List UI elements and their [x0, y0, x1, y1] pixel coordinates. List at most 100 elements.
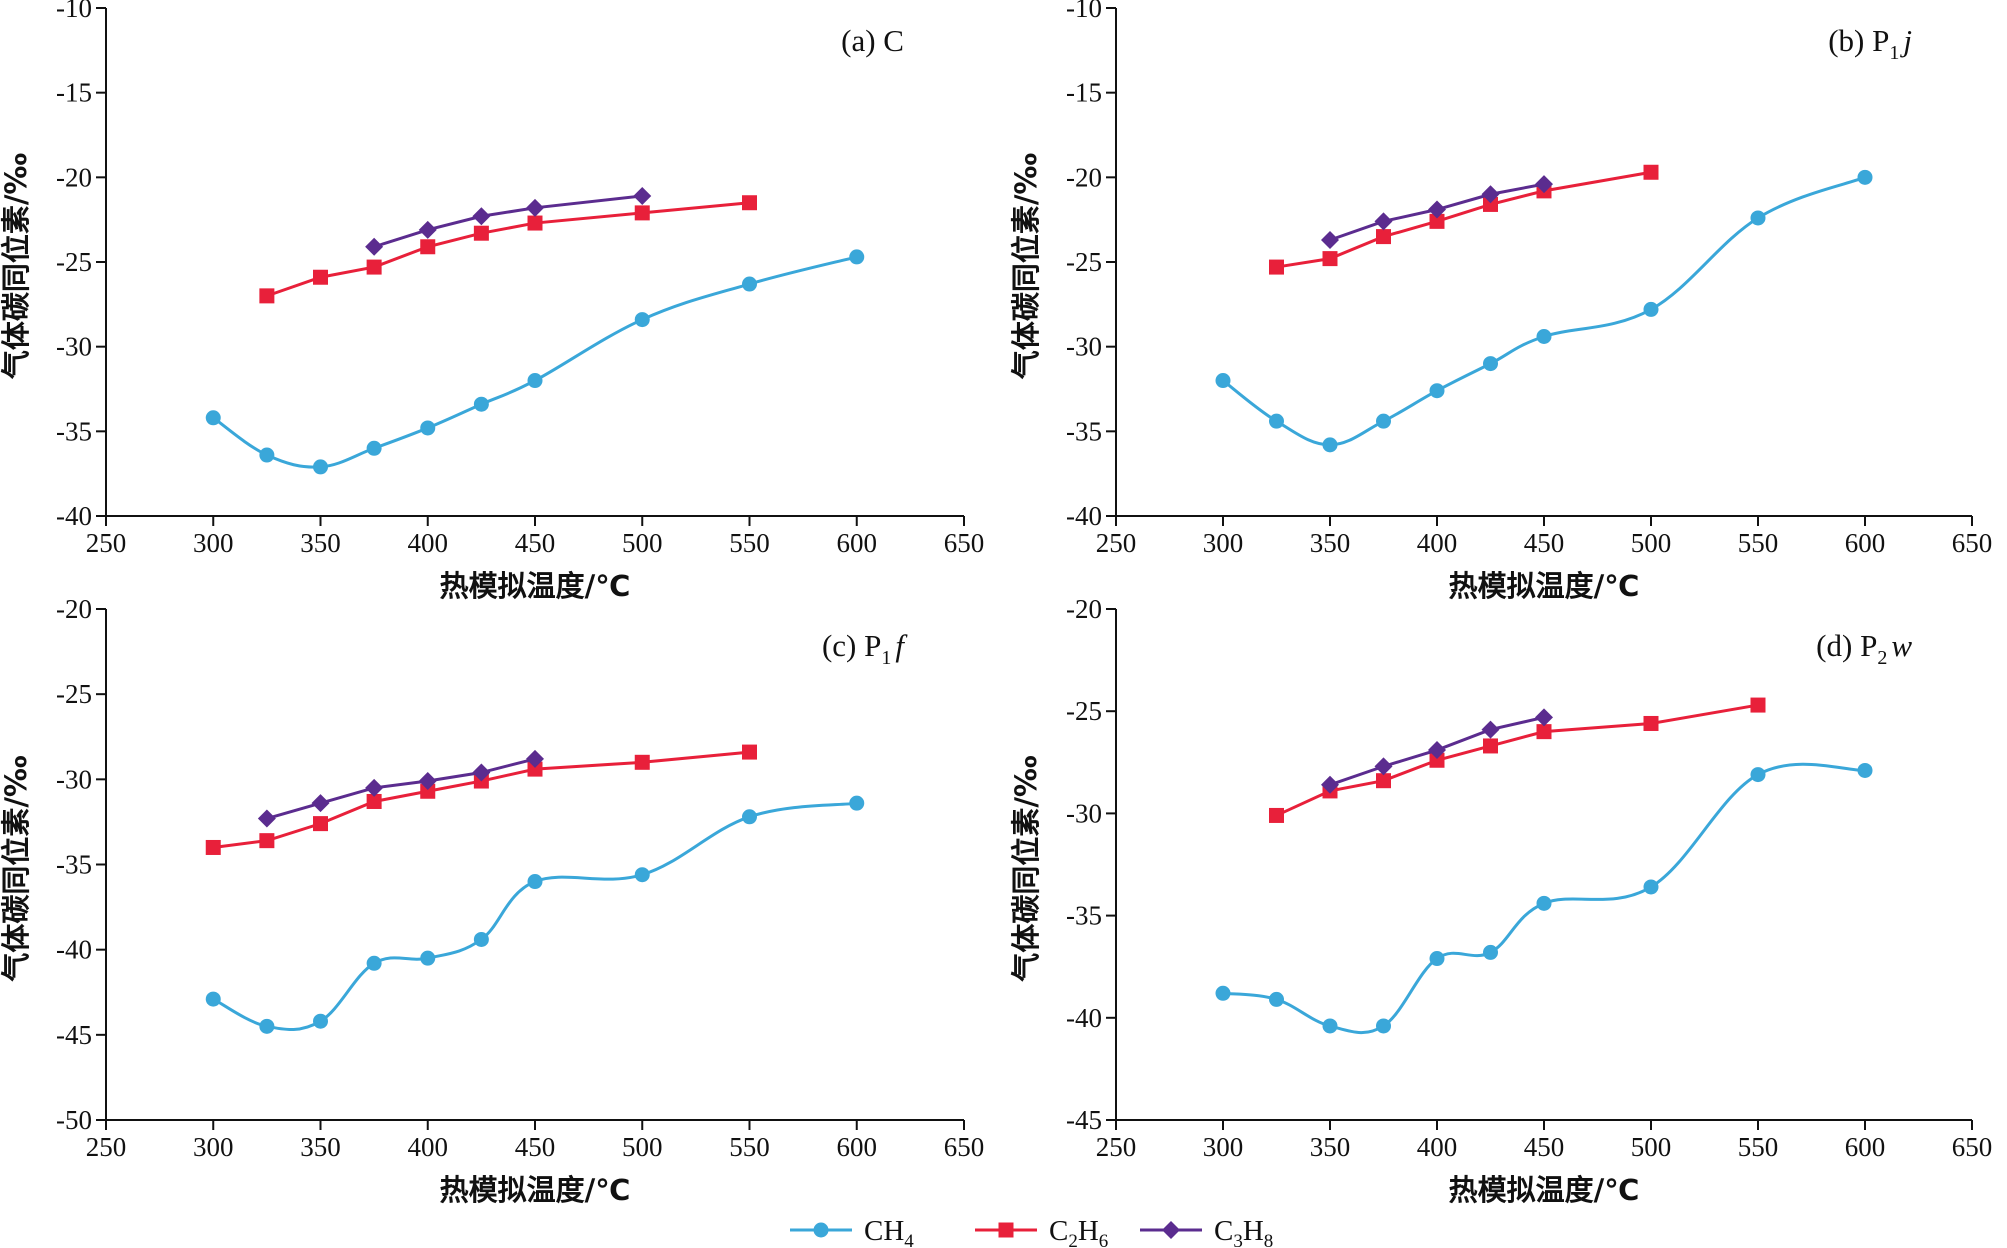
- x-tick-label: 250: [86, 1132, 127, 1162]
- data-point-CH4: [1536, 329, 1552, 345]
- legend-label-part: C: [1049, 1215, 1068, 1247]
- series-CH4: [205, 249, 865, 475]
- panel-label-prefix: (d) P: [1816, 628, 1877, 663]
- x-tick-label: 400: [408, 1132, 449, 1162]
- legend-label: C3H8: [1214, 1215, 1273, 1248]
- data-point-C2H6: [366, 793, 382, 809]
- data-point-C2H6: [1376, 229, 1391, 245]
- panel-label-formation: w: [1891, 628, 1912, 663]
- x-tick-label: 350: [1310, 528, 1351, 558]
- x-tick-label: 600: [1845, 1132, 1886, 1162]
- data-point-CH4: [1483, 944, 1498, 960]
- x-tick-label: 650: [944, 1132, 985, 1162]
- data-point-C3H8: [633, 186, 652, 205]
- panel-label-subscript: 1: [881, 647, 891, 669]
- data-point-C3H8: [1535, 175, 1553, 194]
- y-axis-title: 气体碳同位素/‰: [0, 153, 33, 381]
- y-tick-label: -20: [56, 594, 92, 624]
- data-point-CH4: [527, 874, 543, 890]
- x-tick-label: 500: [1631, 1132, 1672, 1162]
- data-point-C2H6: [420, 783, 436, 799]
- series-line-C3H8: [373, 194, 643, 249]
- data-point-C3H8: [1428, 741, 1446, 760]
- series-C2H6: [205, 744, 757, 855]
- x-axis-title: 热模拟温度/℃: [1449, 1173, 1640, 1207]
- data-point-C2H6: [1429, 213, 1445, 229]
- data-point-CH4: [259, 447, 275, 463]
- data-point-CH4: [1215, 985, 1231, 1001]
- data-point-C2H6: [1322, 251, 1338, 267]
- x-tick-label: 550: [729, 528, 770, 558]
- y-axis-title: 气体碳同位素/‰: [1009, 153, 1043, 381]
- data-point-C3H8: [257, 809, 276, 828]
- data-point-CH4: [1483, 356, 1498, 372]
- data-point-CH4: [634, 312, 650, 328]
- x-tick-label: 250: [86, 528, 127, 558]
- x-tick-label: 450: [515, 528, 556, 558]
- data-point-C3H8: [526, 198, 544, 217]
- legend-label-part: CH: [864, 1215, 904, 1247]
- legend-label: C2H6: [1049, 1215, 1108, 1248]
- data-point-C3H8: [365, 237, 384, 256]
- y-tick-label: -40: [56, 501, 92, 531]
- data-point-C2H6: [313, 816, 328, 832]
- data-point-C2H6: [527, 215, 543, 231]
- data-point-C3H8: [1428, 200, 1446, 219]
- x-tick-label: 550: [729, 1132, 770, 1162]
- data-point-CH4: [420, 420, 436, 436]
- x-tick-label: 300: [1203, 1132, 1244, 1162]
- data-point-C2H6: [473, 225, 489, 241]
- legend-label-part: C: [1214, 1215, 1233, 1247]
- data-point-C3H8: [1374, 212, 1393, 231]
- data-point-C2H6: [742, 195, 757, 211]
- y-tick-label: -25: [1066, 696, 1102, 726]
- data-point-C2H6: [527, 761, 543, 777]
- data-point-CH4: [473, 931, 489, 947]
- data-point-CH4: [420, 950, 436, 966]
- chart-panel-b: -40 -35 -30 -25 -20 -15 -10 250 300 350 400 450 500 5…: [1009, 0, 1992, 603]
- legend-label-part: H: [1243, 1215, 1264, 1247]
- panel-label-formation: f: [895, 628, 908, 663]
- y-tick-label: -40: [1066, 501, 1102, 531]
- data-point-C2H6: [1483, 196, 1498, 212]
- legend-label-subscript: 3: [1233, 1231, 1243, 1248]
- data-point-C3H8: [1374, 757, 1393, 776]
- y-tick-label: -25: [1066, 247, 1102, 277]
- data-point-C2H6: [366, 259, 382, 275]
- series-C3H8: [1321, 708, 1553, 794]
- data-point-C3H8: [1481, 720, 1500, 739]
- y-tick-label: -35: [56, 416, 92, 446]
- x-axis-title: 热模拟温度/℃: [1449, 569, 1640, 603]
- y-tick-label: -45: [1066, 1105, 1102, 1135]
- data-point-C3H8: [365, 778, 384, 797]
- x-tick-label: 500: [1631, 528, 1672, 558]
- series-line-CH4: [1222, 175, 1866, 447]
- data-point-C3H8: [1481, 185, 1500, 204]
- legend-label-part: H: [1078, 1215, 1099, 1247]
- y-tick-label: -40: [56, 935, 92, 965]
- legend-marker-square: [998, 1222, 1014, 1238]
- x-tick-label: 350: [300, 1132, 341, 1162]
- y-tick-label: -20: [56, 162, 92, 192]
- data-point-CH4: [634, 867, 650, 883]
- legend-label-subscript: 2: [1068, 1231, 1078, 1248]
- data-point-C3H8: [418, 772, 437, 791]
- x-tick-label: 600: [837, 528, 878, 558]
- y-axis-title: 气体碳同位素/‰: [0, 755, 33, 983]
- x-tick-label: 450: [1524, 1132, 1565, 1162]
- chart-panel-a: -40 -35 -30 -25 -20 -15 -10 250 300 350 400 450 500 5…: [0, 0, 984, 603]
- data-point-CH4: [1536, 895, 1552, 911]
- y-tick-label: -35: [1066, 901, 1102, 931]
- data-point-C2H6: [1536, 724, 1552, 740]
- panel-label-prefix: (c) P: [822, 628, 881, 663]
- data-point-C2H6: [1750, 697, 1766, 713]
- data-point-CH4: [1376, 1018, 1391, 1034]
- data-point-C2H6: [1483, 738, 1498, 754]
- data-point-CH4: [366, 955, 382, 971]
- data-point-CH4: [1750, 767, 1766, 783]
- data-point-CH4: [849, 795, 865, 811]
- data-point-CH4: [473, 396, 489, 412]
- data-point-C2H6: [259, 833, 275, 849]
- data-point-CH4: [205, 410, 221, 426]
